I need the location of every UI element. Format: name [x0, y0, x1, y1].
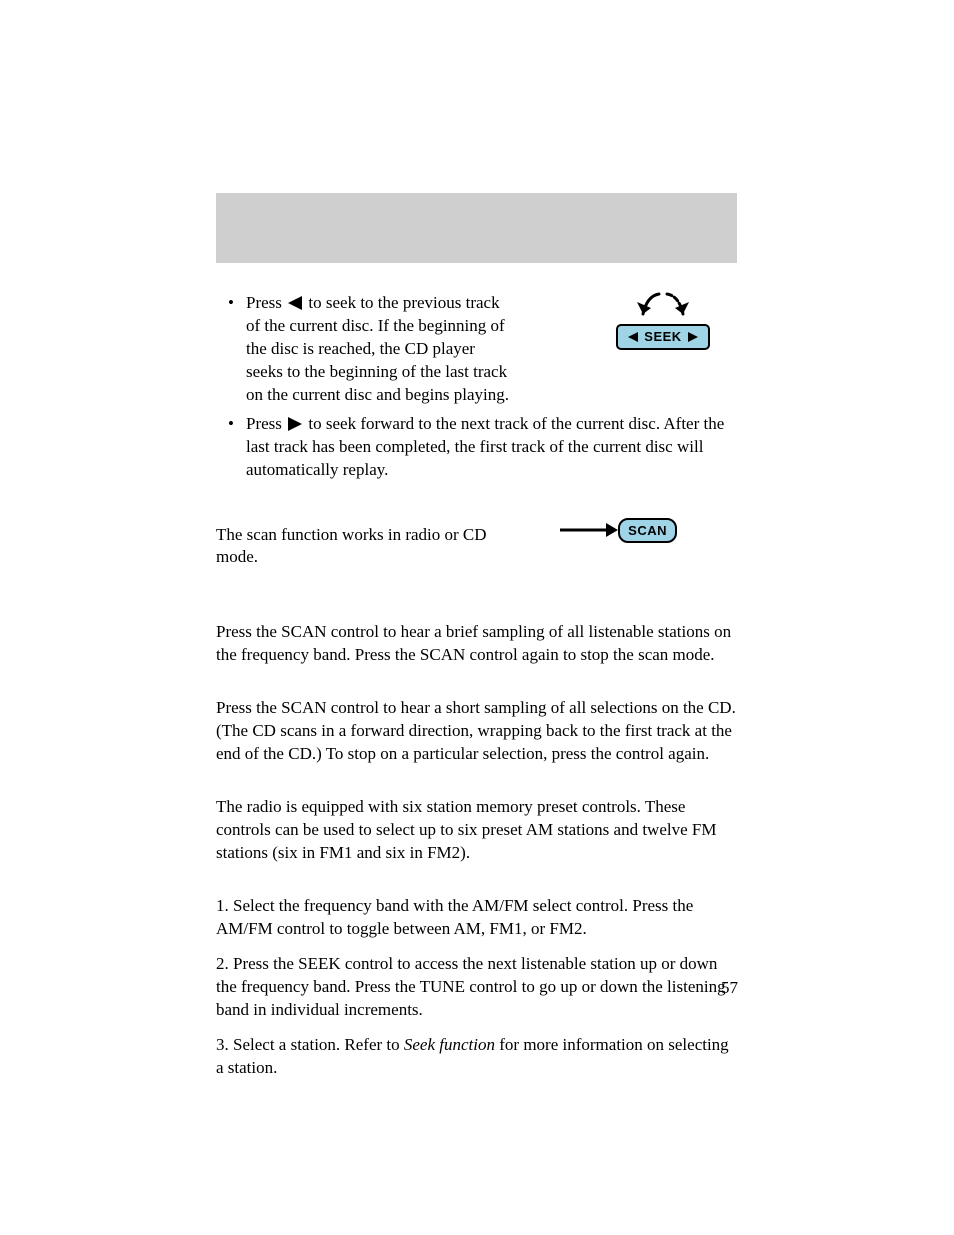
- bullet-text: Press to seek to the previous track of t…: [246, 292, 516, 407]
- triangle-right-icon: [288, 417, 302, 431]
- header-band: [216, 193, 737, 263]
- text-fragment: 3. Select a station. Refer to: [216, 1035, 404, 1054]
- scan-section: SCAN The scan function works in radio or…: [216, 524, 737, 570]
- bullet-glyph: •: [228, 413, 246, 436]
- bullet-item: • Press to seek forward to the next trac…: [216, 413, 737, 482]
- scan-figure: SCAN: [560, 518, 677, 544]
- text-fragment: to seek forward to the next track of the…: [246, 414, 724, 479]
- scan-button-label: SCAN: [628, 522, 667, 540]
- triangle-left-icon: [288, 296, 302, 310]
- text-fragment: Press: [246, 293, 282, 312]
- document-page: SEEK • Press to seek to the previous tra…: [0, 0, 954, 1235]
- seek-button: SEEK: [616, 324, 709, 350]
- paragraph-radio-scan: Press the SCAN control to hear a brief s…: [216, 621, 737, 667]
- text-fragment: to seek to the previous track of the cur…: [246, 293, 509, 404]
- paragraph-step-3: 3. Select a station. Refer to Seek funct…: [216, 1034, 737, 1080]
- scan-button: SCAN: [618, 518, 677, 544]
- seek-button-label: SEEK: [644, 328, 681, 346]
- text-italic-fragment: Seek function: [404, 1035, 495, 1054]
- seek-figure: SEEK: [583, 290, 743, 350]
- right-arrow-icon: [560, 523, 618, 537]
- paragraph-presets-intro: The radio is equipped with six station m…: [216, 796, 737, 865]
- bullet-text: Press to seek forward to the next track …: [246, 413, 737, 482]
- text-fragment: Press: [246, 414, 282, 433]
- triangle-left-icon: [628, 332, 638, 342]
- scan-intro-text: The scan function works in radio or CD m…: [216, 524, 516, 570]
- bullet-item: • Press to seek to the previous track of…: [216, 292, 516, 407]
- paragraph-cd-scan: Press the SCAN control to hear a short s…: [216, 697, 737, 766]
- page-content: SEEK • Press to seek to the previous tra…: [216, 292, 737, 1079]
- paragraph-step-1: 1. Select the frequency band with the AM…: [216, 895, 737, 941]
- bullet-glyph: •: [228, 292, 246, 315]
- arc-arrows-icon: [619, 290, 707, 320]
- page-number: 57: [721, 978, 738, 998]
- paragraph-step-2: 2. Press the SEEK control to access the …: [216, 953, 737, 1022]
- triangle-right-icon: [688, 332, 698, 342]
